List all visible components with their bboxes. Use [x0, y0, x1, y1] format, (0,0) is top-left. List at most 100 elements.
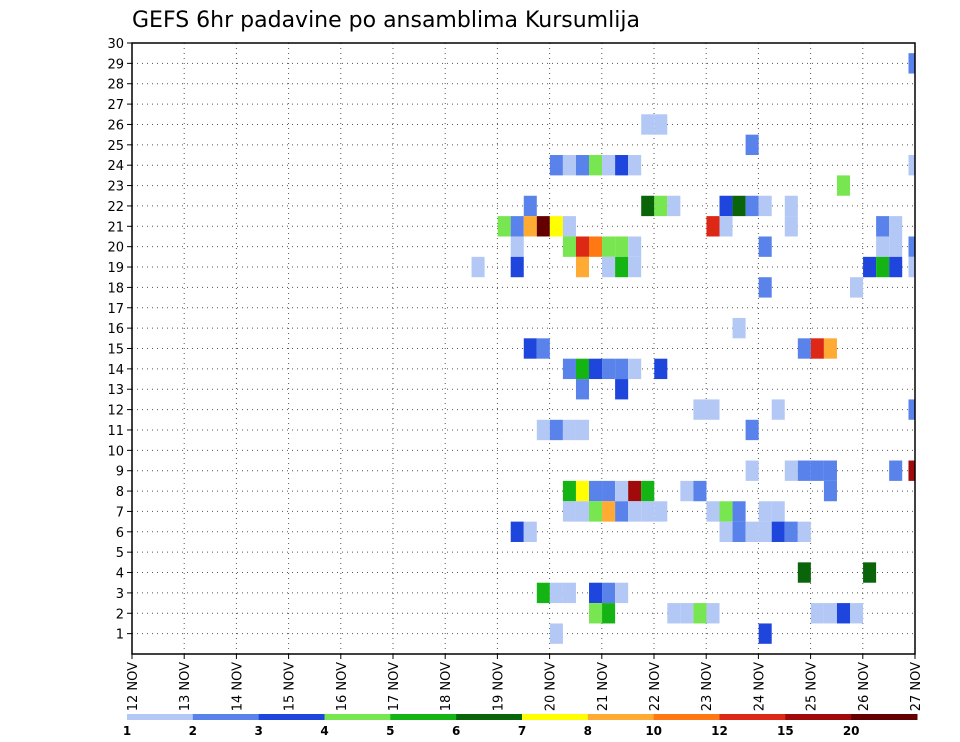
data-cell	[628, 358, 642, 380]
x-tick-label: 12 NOV	[126, 662, 141, 711]
colorbar-label: 20	[843, 724, 860, 738]
x-tick-label: 22 NOV	[648, 662, 663, 711]
data-cell	[758, 236, 772, 257]
data-cell	[810, 603, 824, 624]
data-cell	[536, 419, 550, 441]
data-cell	[745, 460, 759, 481]
colorbar-label: 4	[320, 724, 328, 738]
chart-title: GEFS 6hr padavine po ansamblima Kursumli…	[132, 8, 640, 33]
data-cell	[589, 358, 603, 380]
data-cell	[562, 216, 576, 237]
data-cell	[784, 521, 798, 542]
data-cell	[497, 216, 511, 237]
data-cell	[836, 175, 851, 196]
y-tick-label: 22	[107, 200, 124, 215]
data-cell	[602, 256, 616, 278]
colorbar-label: 3	[254, 724, 262, 738]
data-cell	[510, 521, 524, 542]
data-cell	[732, 521, 746, 542]
data-cell	[510, 216, 524, 237]
y-tick-label: 17	[107, 302, 124, 317]
y-tick-label: 6	[116, 526, 124, 541]
y-tick-label: 27	[107, 98, 124, 113]
colorbar-label: 12	[711, 724, 728, 738]
data-cell	[823, 460, 837, 481]
data-cell	[628, 256, 642, 278]
colorbar-swatch	[653, 714, 720, 720]
y-tick-label: 11	[107, 424, 124, 439]
data-cell	[876, 256, 890, 278]
data-cell	[850, 277, 864, 298]
x-axis: 12 NOV 13 NOV 14 NOV 15 NOV 16 NOV 17 NOV 18 N…	[126, 654, 924, 711]
data-cell	[908, 236, 915, 257]
data-cell	[758, 195, 772, 217]
data-cell	[680, 603, 694, 624]
data-cell	[719, 195, 733, 217]
y-tick-label: 1	[116, 628, 124, 643]
data-cell	[615, 480, 629, 502]
colorbar-label: 7	[518, 724, 526, 738]
data-cell	[589, 236, 603, 257]
data-cell	[836, 603, 851, 624]
data-cell	[810, 338, 824, 359]
data-cell	[758, 623, 772, 644]
y-tick-label: 9	[116, 465, 124, 480]
y-tick-label: 10	[107, 444, 124, 459]
y-tick-label: 3	[116, 587, 124, 602]
data-cell	[758, 501, 772, 522]
data-cell	[602, 358, 616, 380]
data-cell	[745, 521, 759, 542]
data-cell	[732, 501, 746, 522]
data-cell	[589, 501, 603, 522]
colorbar-label: 1	[123, 724, 131, 738]
data-cell	[876, 236, 890, 257]
data-cell	[641, 501, 655, 522]
data-cell	[615, 236, 629, 257]
data-cell	[680, 480, 694, 502]
y-tick-label: 4	[116, 567, 124, 582]
data-cell	[758, 277, 772, 298]
data-cell	[589, 582, 603, 604]
data-cell	[615, 358, 629, 380]
data-cells	[471, 53, 915, 644]
data-cell	[654, 114, 668, 135]
data-cell	[706, 603, 720, 624]
colorbar-label: 10	[645, 724, 662, 738]
data-cell	[510, 236, 524, 257]
data-cell	[863, 256, 877, 278]
data-cell	[471, 256, 485, 278]
data-cell	[758, 521, 772, 542]
data-cell	[615, 501, 629, 522]
colorbar-swatch	[456, 714, 523, 720]
y-tick-label: 19	[107, 261, 124, 276]
y-tick-label: 28	[107, 78, 124, 93]
data-cell	[876, 216, 890, 237]
data-cell	[908, 53, 915, 74]
data-cell	[510, 256, 524, 278]
data-cell	[797, 521, 811, 542]
colorbar-swatch	[851, 714, 918, 720]
data-cell	[536, 216, 550, 237]
x-tick-label: 23 NOV	[700, 662, 715, 711]
data-cell	[615, 582, 629, 604]
data-cell	[745, 419, 759, 441]
y-tick-label: 18	[107, 281, 124, 296]
data-cell	[523, 521, 537, 542]
x-tick-label: 27 NOV	[909, 662, 924, 711]
data-cell	[602, 236, 616, 257]
data-cell	[719, 216, 733, 237]
y-tick-label: 16	[107, 322, 124, 337]
data-cell	[810, 460, 824, 481]
y-tick-label: 23	[107, 180, 124, 195]
x-tick-label: 13 NOV	[178, 662, 193, 711]
data-cell	[549, 419, 563, 441]
data-cell	[889, 460, 903, 481]
data-cell	[889, 236, 903, 257]
data-cell	[575, 155, 590, 176]
data-cell	[908, 256, 915, 278]
x-tick-label: 14 NOV	[230, 662, 245, 711]
y-tick-label: 29	[107, 57, 124, 72]
data-cell	[641, 114, 655, 135]
x-tick-label: 26 NOV	[857, 662, 872, 711]
data-cell	[908, 155, 915, 176]
